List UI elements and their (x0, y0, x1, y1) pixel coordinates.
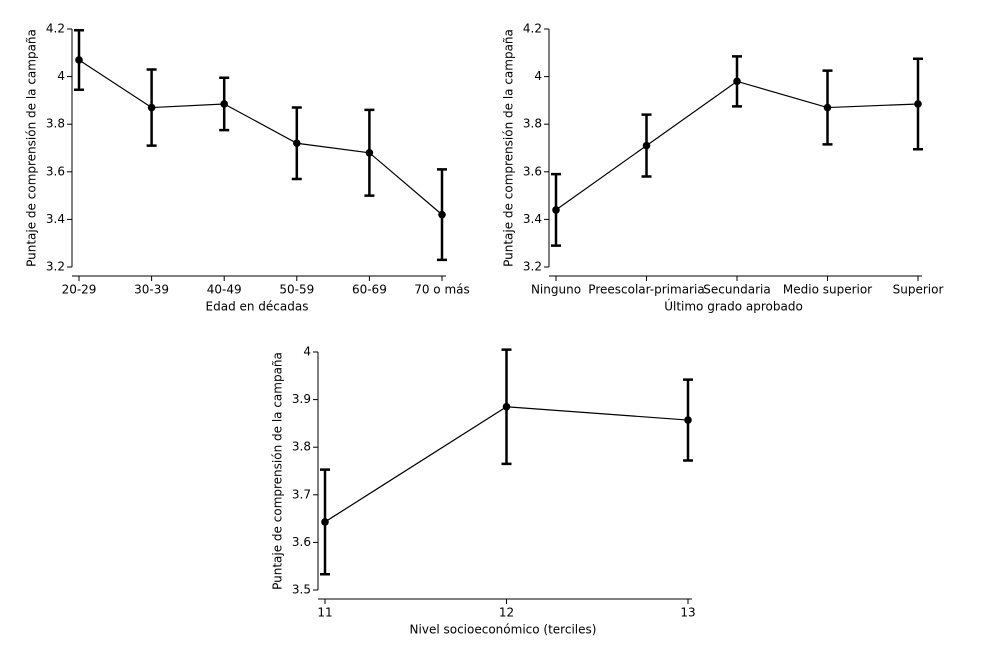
x-tick-label: 60-69 (352, 283, 387, 297)
point (438, 210, 446, 219)
point (684, 416, 692, 424)
y-tick-label: 3.6 (46, 164, 65, 178)
point (733, 77, 741, 86)
point (823, 103, 832, 112)
point (552, 206, 560, 214)
y-tick-label: 3.4 (46, 212, 65, 226)
y-tick-label: 4 (534, 69, 542, 83)
y-tick-label: 4 (57, 69, 65, 83)
y-tick-label: 3.5 (292, 583, 311, 597)
point (502, 402, 511, 411)
y-tick-label: 3.8 (523, 117, 542, 131)
y-tick-label: 3.7 (292, 487, 311, 501)
point (365, 148, 374, 157)
x-tick-label: Preescolar-primaria (588, 283, 704, 297)
y-tick-label: 3.2 (46, 260, 65, 274)
y-tick-label: 3.8 (292, 440, 311, 454)
y-axis-label: Puntaje de comprensión de la campaña (502, 29, 516, 267)
y-tick-label: 4 (303, 345, 311, 359)
y-tick-label: 3.6 (523, 164, 542, 178)
x-tick-label: Secundaria (703, 283, 770, 297)
x-tick-label: 12 (499, 606, 514, 620)
x-tick-label: 13 (680, 606, 695, 620)
y-tick-label: 4.2 (523, 22, 542, 36)
point (914, 100, 922, 108)
y-axis-label: Puntaje de comprensión de la campaña (271, 352, 285, 590)
x-tick-label: Ninguno (531, 283, 581, 297)
x-tick-label: 30-39 (134, 283, 169, 297)
point (220, 100, 228, 108)
x-tick-label: 50-59 (279, 283, 314, 297)
point (147, 103, 156, 112)
y-tick-label: 4.2 (46, 22, 65, 36)
x-tick-label: 70 o más (414, 283, 470, 297)
y-tick-label: 3.6 (292, 535, 311, 549)
x-tick-label: Superior (893, 283, 944, 297)
y-tick-label: 3.9 (292, 392, 311, 406)
y-tick-label: 3.2 (523, 260, 542, 274)
x-axis-label: Último grado aprobado (664, 299, 803, 314)
point (321, 518, 329, 526)
point (293, 139, 301, 148)
x-tick-label: 40-49 (207, 283, 242, 297)
x-tick-label: Medio superior (783, 283, 872, 297)
x-axis-label: Nivel socioeconómico (terciles) (410, 623, 597, 637)
y-tick-label: 3.4 (523, 212, 542, 226)
point (75, 56, 83, 64)
y-axis-label: Puntaje de comprensión de la campaña (25, 29, 39, 267)
x-tick-label: 20-29 (62, 283, 97, 297)
x-axis-label: Edad en décadas (206, 300, 309, 314)
point (642, 141, 651, 150)
x-tick-label: 11 (317, 606, 332, 620)
line (78, 59, 443, 216)
y-tick-label: 3.8 (46, 117, 65, 131)
